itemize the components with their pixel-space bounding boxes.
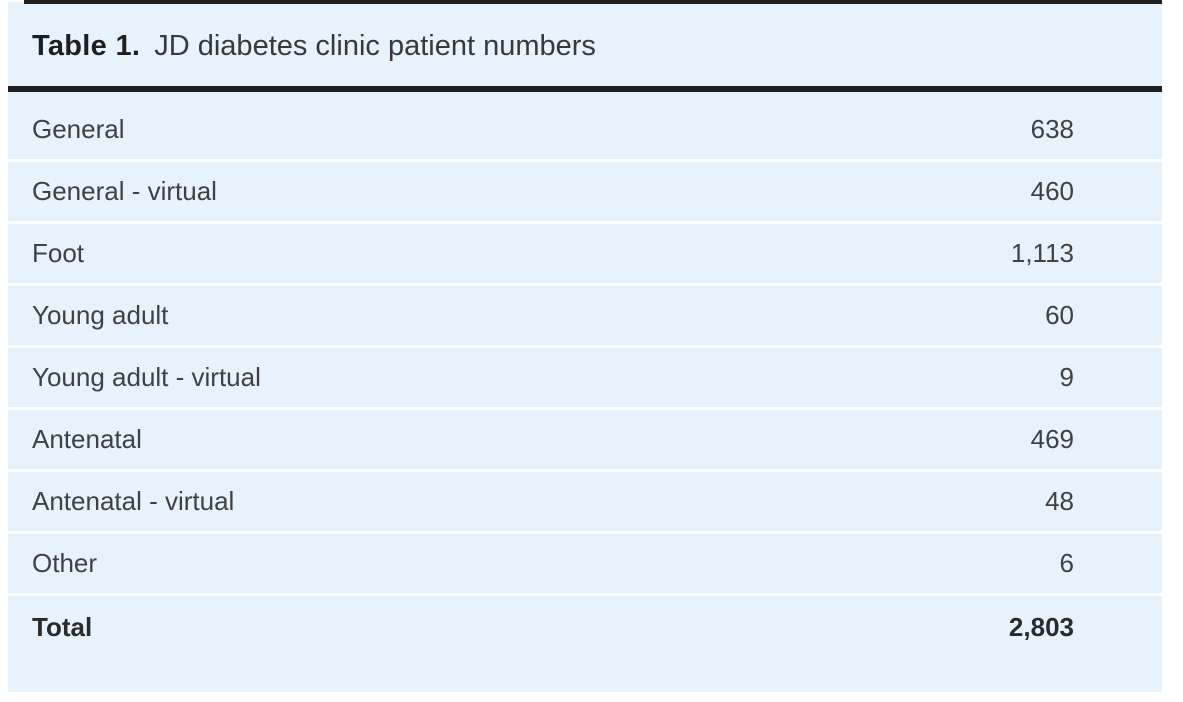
row-label: General - virtual	[32, 176, 217, 206]
header-rule	[8, 86, 1162, 92]
table-caption-label: Table 1.	[32, 30, 141, 62]
row-value: 638	[1030, 114, 1074, 144]
total-label: Total	[32, 611, 93, 642]
row-value: 460	[1030, 176, 1074, 206]
table-body: General 638 General - virtual 460 Foot 1…	[8, 100, 1162, 596]
table-total-row: Total 2,803	[8, 596, 1162, 658]
table-caption-title: JD diabetes clinic patient numbers	[154, 30, 596, 62]
row-value: 6	[1059, 548, 1074, 578]
top-rule	[24, 0, 1162, 4]
row-label: Young adult	[32, 300, 169, 330]
table-row: General - virtual 460	[8, 162, 1162, 224]
row-label: Antenatal - virtual	[32, 486, 235, 516]
row-label: General	[32, 114, 125, 144]
table-panel: Table 1. JD diabetes clinic patient numbe…	[8, 2, 1162, 692]
row-label: Antenatal	[32, 424, 142, 454]
row-label: Other	[32, 548, 98, 578]
table-row: General 638	[8, 100, 1162, 162]
row-value: 48	[1045, 486, 1074, 516]
row-value: 9	[1059, 362, 1074, 392]
total-value: 2,803	[1008, 611, 1074, 642]
row-label: Foot	[32, 238, 85, 268]
table-row: Other 6	[8, 534, 1162, 596]
row-value: 469	[1030, 424, 1074, 454]
table-row: Antenatal - virtual 48	[8, 472, 1162, 534]
row-value: 60	[1045, 300, 1074, 330]
row-value: 1,113	[1010, 238, 1074, 268]
table-caption: Table 1. JD diabetes clinic patient numbe…	[8, 2, 1162, 64]
row-label: Young adult - virtual	[32, 362, 261, 392]
table-row: Young adult - virtual 9	[8, 348, 1162, 410]
table-row: Antenatal 469	[8, 410, 1162, 472]
table-row: Foot 1,113	[8, 224, 1162, 286]
table-row: Young adult 60	[8, 286, 1162, 348]
